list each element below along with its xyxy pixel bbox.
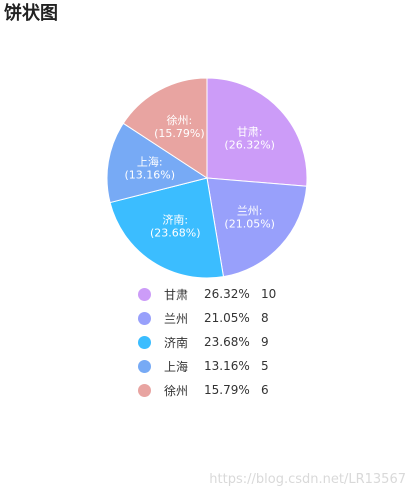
legend-percent: 26.32% xyxy=(204,287,250,301)
slice-name-label: 甘肃: xyxy=(237,126,263,139)
slice-percent-label: (23.68%) xyxy=(150,227,201,240)
pie-slice[interactable] xyxy=(206,77,308,187)
slice-name-label: 济南: xyxy=(162,213,188,227)
legend-label: 徐州 xyxy=(164,383,189,398)
legend-percent: 21.05% xyxy=(204,311,250,325)
slice-name-label: 兰州: xyxy=(237,204,263,217)
legend-label: 上海 xyxy=(164,359,189,374)
legend-value: 10 xyxy=(261,287,277,301)
legend-percent: 15.79% xyxy=(204,383,250,397)
legend-percent: 13.16% xyxy=(204,359,250,373)
legend-color-dot xyxy=(138,311,151,325)
legend-label: 济南 xyxy=(164,335,189,350)
legend-label: 甘肃 xyxy=(164,287,189,302)
pie-slice[interactable] xyxy=(109,177,225,279)
watermark-text: https://blog.csdn.net/LR13567 xyxy=(209,472,406,487)
slice-percent-label: (21.05%) xyxy=(224,217,275,230)
page-title: 饼状图 xyxy=(4,3,58,24)
legend-value: 8 xyxy=(261,311,269,325)
legend-item-jinan[interactable]: 济南 23.68% 9 xyxy=(138,330,291,354)
legend-item-xuzhou[interactable]: 徐州 15.79% 6 xyxy=(138,378,291,402)
legend-color-dot xyxy=(138,335,151,349)
legend-value: 9 xyxy=(261,335,269,349)
legend-item-lanzhou[interactable]: 兰州 21.05% 8 xyxy=(138,306,291,330)
slice-percent-label: (26.32%) xyxy=(224,139,275,152)
chart-legend: 甘肃 26.32% 10 兰州 21.05% 8 济南 23.68% 9 上海 … xyxy=(138,282,291,402)
legend-color-dot xyxy=(138,359,151,373)
legend-item-gansu[interactable]: 甘肃 26.32% 10 xyxy=(138,282,291,306)
pie-slice[interactable] xyxy=(206,177,308,278)
slice-name-label: 徐州: xyxy=(167,113,193,127)
slice-percent-label: (13.16%) xyxy=(125,168,176,181)
pie-slice[interactable] xyxy=(122,77,208,179)
legend-value: 5 xyxy=(261,359,269,373)
legend-percent: 23.68% xyxy=(204,335,250,349)
legend-color-dot xyxy=(138,383,151,397)
slice-name-label: 上海: xyxy=(137,154,163,168)
pie-slice[interactable] xyxy=(106,122,209,204)
legend-value: 6 xyxy=(261,383,269,397)
slice-percent-label: (15.79%) xyxy=(154,127,205,140)
legend-color-dot xyxy=(138,287,151,301)
legend-label: 兰州 xyxy=(164,311,189,326)
legend-item-shanghai[interactable]: 上海 13.16% 5 xyxy=(138,354,291,378)
